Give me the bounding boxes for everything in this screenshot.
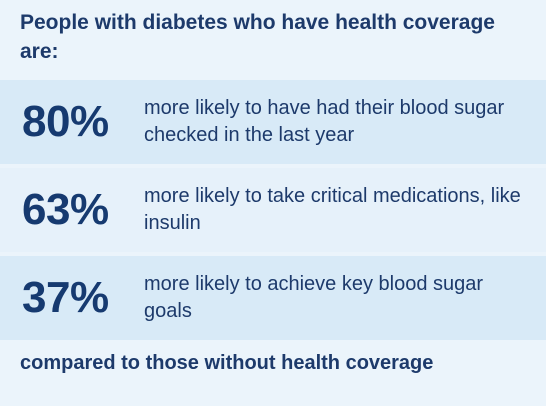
stat-percentage: 63% xyxy=(22,185,109,234)
comparison-footnote: compared to those without health coverag… xyxy=(20,352,434,374)
stat-description: more likely to take critical medications… xyxy=(144,185,521,234)
stat-list: 80% more likely to have had their blood … xyxy=(0,80,546,344)
stat-row: 80% more likely to have had their blood … xyxy=(0,80,546,164)
stat-percentage: 37% xyxy=(22,273,109,322)
stat-description: more likely to have had their blood suga… xyxy=(144,97,505,146)
infographic-heading: People with diabetes who have health cov… xyxy=(20,11,495,63)
stat-percentage: 80% xyxy=(22,97,109,146)
stat-row: 37% more likely to achieve key blood sug… xyxy=(0,256,546,340)
stat-description: more likely to achieve key blood sugar g… xyxy=(144,273,484,322)
stat-row: 63% more likely to take critical medicat… xyxy=(0,168,546,252)
